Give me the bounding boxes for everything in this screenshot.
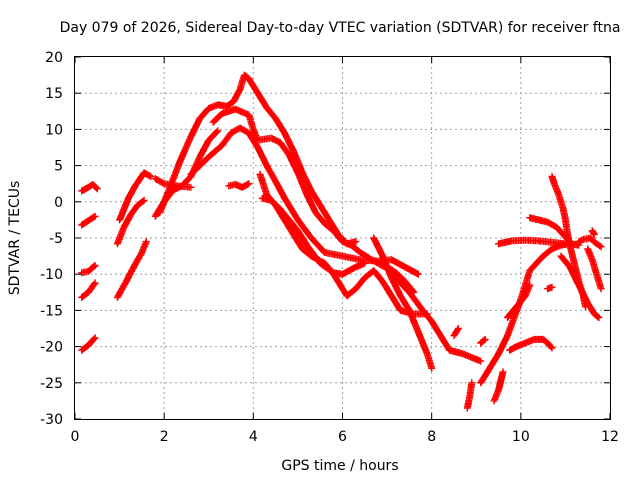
y-tick-label: -10 [40, 267, 63, 283]
data-point-plus-markers [490, 368, 507, 405]
data-point-plus-markers [477, 335, 489, 347]
x-tick-label: 12 [601, 429, 619, 445]
series-arc-03 [78, 262, 99, 277]
data-point-plus-markers [370, 234, 436, 372]
y-tick-label: 0 [54, 195, 63, 211]
series-arc-02 [78, 212, 99, 229]
series-arc-28 [544, 283, 556, 293]
data-point-plus-markers [463, 379, 476, 412]
y-tick-label: 20 [45, 50, 63, 66]
series-arc-12 [187, 124, 422, 278]
series-arc-01 [78, 180, 101, 195]
y-tick-label: -15 [40, 303, 63, 319]
series-arc-16 [225, 180, 253, 191]
x-axis-label: GPS time / hours [281, 458, 398, 474]
series-arc-07 [116, 169, 155, 224]
x-tick-label: 10 [512, 429, 530, 445]
data-point-plus-markers [504, 281, 534, 322]
y-tick-labels: 20 15 10 5 0 -5 -10 -15 -20 -25 -30 [40, 50, 63, 428]
series-arc-06 [113, 196, 148, 248]
series-arc-23 [490, 368, 507, 405]
data-point-plus-markers [557, 252, 603, 322]
data-point-plus-markers [78, 212, 99, 229]
series-arc-18 [383, 263, 418, 296]
data-point-plus-markers [258, 194, 369, 278]
series-arc-08 [113, 238, 150, 301]
series-arc-30 [557, 252, 603, 322]
chart-title: Day 079 of 2026, Sidereal Day-to-day VTE… [60, 20, 621, 36]
x-tick-label: 8 [427, 429, 436, 445]
data-point-plus-markers [588, 227, 598, 238]
plot-frame [74, 56, 611, 420]
series-arc-11 [156, 71, 360, 248]
series-arc-19 [450, 325, 462, 340]
y-tick-label: -25 [40, 376, 63, 392]
y-tick-label: -20 [40, 340, 63, 356]
data-point-plus-markers [225, 180, 253, 191]
data-point-plus-markers [544, 283, 556, 293]
data-point-plus-markers [113, 238, 150, 301]
series-arc-24 [504, 281, 534, 322]
data-point-plus-markers [495, 236, 569, 248]
series-arc-33 [584, 245, 605, 293]
data-point-plus-markers [575, 234, 605, 251]
data-point-plus-markers [584, 245, 605, 293]
data-point-plus-markers [187, 124, 422, 278]
data-point-plus-markers [113, 196, 148, 248]
data-point-plus-markers [156, 71, 360, 248]
y-tick-label: 10 [45, 122, 63, 138]
y-axis-label: SDTVAR / TECUs [7, 181, 23, 296]
series-arc-05 [78, 334, 99, 354]
x-tick-label: 0 [71, 429, 80, 445]
data-point-plus-markers [506, 335, 556, 354]
series-arc-25 [506, 335, 556, 354]
data-marks [78, 71, 605, 412]
y-tick-label: -30 [40, 412, 63, 428]
series-arc-20 [463, 379, 476, 412]
x-tick-label: 6 [338, 429, 347, 445]
data-point-plus-markers [383, 263, 418, 296]
x-tick-label: 4 [249, 429, 258, 445]
x-tick-labels: 0 2 4 6 8 10 12 [71, 429, 619, 445]
data-point-plus-markers [116, 169, 155, 224]
series-arc-17 [370, 234, 436, 372]
series-arc-21 [477, 335, 489, 347]
series-arc-04 [78, 279, 99, 301]
data-point-plus-markers [78, 334, 99, 354]
series-arc-26 [495, 236, 569, 248]
data-point-plus-markers [450, 325, 462, 340]
series-arc-13 [209, 105, 485, 365]
data-point-plus-markers [209, 105, 485, 365]
data-point-plus-markers [78, 180, 101, 195]
y-tick-label: 15 [45, 86, 63, 102]
x-tick-label: 2 [160, 429, 169, 445]
y-tick-label: 5 [54, 159, 63, 175]
y-tick-label: -5 [49, 231, 63, 247]
series-arc-32 [588, 227, 598, 238]
data-point-plus-markers [78, 262, 99, 277]
series-arc-31 [575, 234, 605, 251]
series-arc-15 [258, 194, 369, 278]
data-point-plus-markers [78, 279, 99, 301]
